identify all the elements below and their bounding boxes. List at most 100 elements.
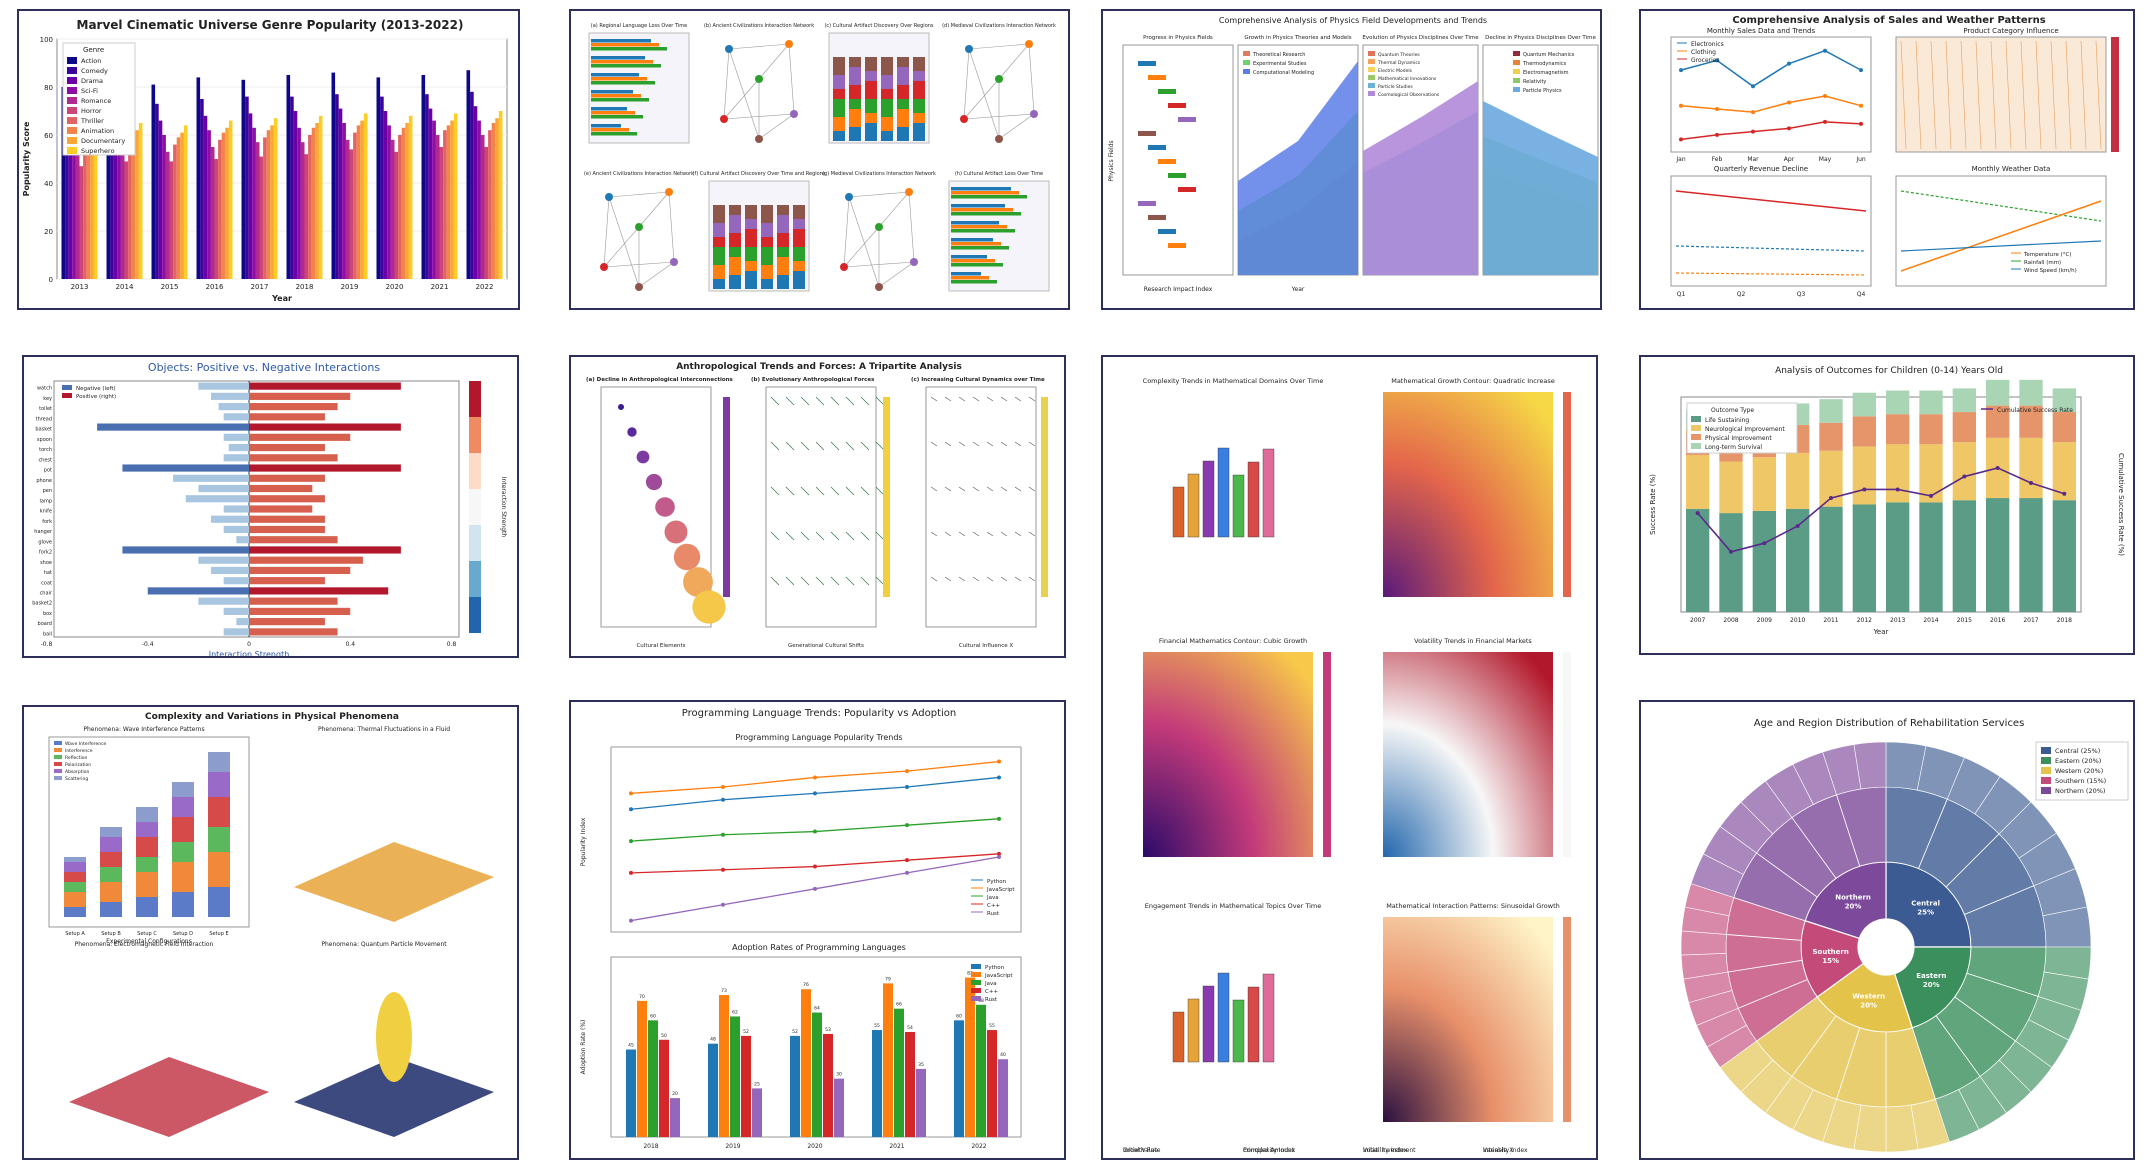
legend-label: Comedy (81, 67, 108, 75)
edge (878, 261, 915, 288)
bar-3d (1262, 448, 1275, 538)
node (635, 283, 643, 291)
bar (881, 75, 893, 89)
x-axis-label: Cultural Influence X (959, 643, 1013, 649)
bar (713, 279, 725, 289)
bar-positive (249, 577, 325, 585)
bar (916, 1068, 926, 1137)
bar (591, 47, 667, 51)
vector-arrow (958, 441, 966, 447)
y-tick-label: 100 (40, 36, 53, 44)
bar-negative (198, 382, 249, 390)
legend-label: Long-term Survival (1705, 444, 1762, 451)
bar (1952, 442, 1976, 501)
bar (432, 120, 436, 279)
category-label: torch (39, 447, 52, 453)
physics-chart: Comprehensive Analysis of Physics Field … (1108, 16, 1599, 293)
x-tick-label: Setup E (209, 931, 228, 937)
category-label: knife (40, 509, 52, 515)
tile-mcu-genre: Marvel Cinematic Universe Genre Populari… (17, 9, 520, 310)
bar (951, 204, 1005, 208)
edge (758, 113, 795, 140)
bar (466, 70, 471, 279)
bar-positive (249, 546, 401, 554)
bar (951, 255, 987, 259)
category-label: lamp (40, 498, 53, 504)
region-label: Eastern (1916, 972, 1946, 980)
vector-arrow (815, 576, 825, 586)
data-label: 48 (710, 1037, 716, 1043)
bar (208, 752, 230, 772)
legend-label: Theoretical Research (1252, 52, 1305, 58)
bar (713, 265, 725, 279)
bubble (645, 473, 663, 491)
bar (286, 75, 291, 279)
point (1762, 541, 1767, 546)
bar (90, 132, 94, 279)
bar (591, 111, 635, 115)
bubble (692, 590, 726, 624)
bar (761, 279, 773, 289)
bar (64, 892, 86, 907)
bar (255, 142, 260, 279)
category-label: hanger (34, 529, 53, 535)
bar-negative (236, 536, 249, 544)
bar (777, 205, 789, 215)
bar (338, 108, 343, 279)
x-axis-label: Interaction Strength (209, 650, 290, 658)
bar (951, 280, 997, 284)
bar-negative (122, 546, 249, 554)
colorbar-segment (469, 453, 481, 489)
bar (951, 225, 1007, 229)
bar-negative (173, 474, 249, 482)
bar (79, 166, 84, 279)
bar (897, 127, 909, 141)
bar (833, 75, 845, 89)
bar (75, 154, 80, 279)
data-label: 60 (956, 1013, 962, 1019)
surface-3d (294, 842, 494, 922)
bar (591, 81, 655, 85)
bar (1178, 117, 1196, 122)
vector-arrow (800, 486, 810, 496)
bar (2019, 405, 2043, 438)
bar (951, 259, 995, 263)
vector-arrow (1000, 441, 1008, 447)
bar (363, 113, 368, 280)
field-line (2005, 40, 2012, 150)
bar (68, 120, 73, 279)
bar (951, 238, 993, 242)
edge (963, 113, 1035, 120)
edge (968, 48, 1000, 140)
legend-label: Drama (81, 77, 103, 85)
legend-label: Horror (81, 107, 102, 115)
point (1751, 129, 1755, 134)
vector-arrow (1028, 441, 1036, 447)
surface-peak (376, 992, 412, 1082)
data-label: 82 (967, 971, 973, 977)
edge (603, 226, 640, 268)
vector-arrow (1014, 396, 1022, 402)
bar (1819, 422, 1843, 451)
sunburst-service (1853, 741, 1887, 790)
bar (1752, 510, 1776, 612)
data-label: 66 (896, 1002, 902, 1008)
bar (1952, 388, 1976, 413)
line-series (1675, 190, 1867, 212)
bar (131, 135, 136, 279)
panel-title: Phenomena: Wave Interference Patterns (83, 726, 204, 733)
bar (210, 147, 215, 279)
cumulative-line (1697, 467, 2065, 553)
bar (865, 71, 877, 81)
panel-title: Phenomena: Electromagnetic Field Interac… (75, 941, 214, 948)
bar-negative (223, 525, 249, 534)
bar (439, 147, 444, 279)
x-tick-label: 2021 (889, 1143, 904, 1150)
x-tick-label: 2007 (1690, 617, 1705, 624)
vector-arrow (958, 576, 966, 582)
x-tick-label: Setup A (65, 931, 85, 937)
bar (138, 123, 143, 279)
bar (1952, 500, 1976, 612)
chart-title: Marvel Cinematic Universe Genre Populari… (77, 18, 464, 32)
bar-positive (249, 474, 325, 482)
